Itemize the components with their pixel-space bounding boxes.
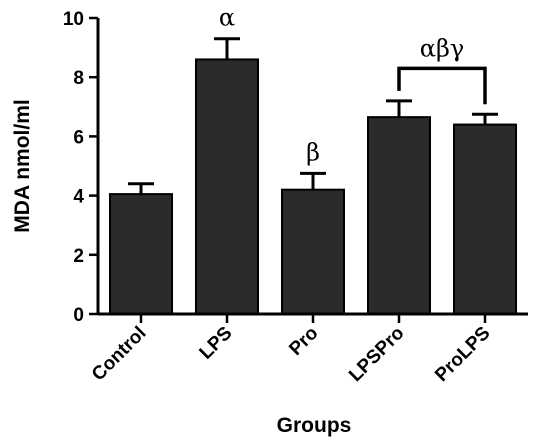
- annotations-group: α β αβγ: [219, 4, 487, 166]
- error-bars-group: [128, 37, 498, 195]
- bar-pro: [281, 188, 345, 315]
- x-tick-label-control: Control: [88, 323, 151, 386]
- annotation-pro: β: [306, 138, 320, 166]
- x-ticks-group: Control LPS Pro LPSPro ProLPS: [88, 314, 495, 386]
- y-tick-label: 0: [73, 305, 84, 326]
- bar-prolps: [453, 123, 517, 315]
- y-tick-label: 10: [63, 9, 84, 30]
- y-tick-label: 8: [73, 68, 84, 89]
- y-tick-label: 4: [73, 187, 84, 208]
- x-tick-label-prolps: ProLPS: [431, 323, 494, 386]
- x-tick-label-lps: LPS: [196, 323, 237, 364]
- y-tick-label: 2: [73, 246, 84, 267]
- annotation-bracket-label: αβγ: [420, 34, 464, 62]
- y-axis-title: MDA nmol/ml: [11, 99, 34, 232]
- x-axis-title: Groups: [277, 414, 352, 437]
- bar-lps: [195, 58, 259, 315]
- significance-bracket: [397, 66, 487, 105]
- bar-lpspro: [367, 116, 431, 315]
- bar-control: [109, 193, 173, 315]
- x-tick-label-pro: Pro: [285, 323, 322, 360]
- x-tick-label-lpspro: LPSPro: [345, 323, 408, 386]
- annotation-lps: α: [219, 4, 235, 32]
- y-ticks-group: 0 2 4 6 8 10: [63, 9, 98, 326]
- y-tick-label: 6: [73, 127, 84, 148]
